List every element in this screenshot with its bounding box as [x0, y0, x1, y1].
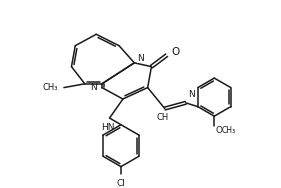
Text: Cl: Cl: [117, 179, 125, 188]
Text: N: N: [137, 54, 144, 63]
Text: N: N: [90, 83, 97, 92]
Text: CH: CH: [157, 113, 169, 122]
Text: O: O: [215, 126, 222, 135]
Text: O: O: [171, 47, 180, 57]
Text: CH₃: CH₃: [222, 126, 236, 135]
Text: CH₃: CH₃: [43, 83, 58, 92]
Text: N: N: [188, 90, 194, 99]
Text: HN: HN: [101, 123, 114, 132]
